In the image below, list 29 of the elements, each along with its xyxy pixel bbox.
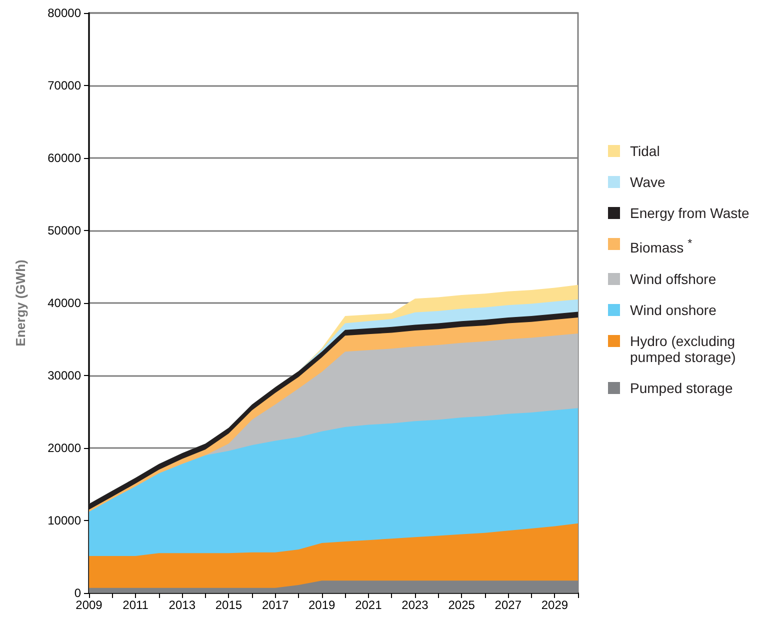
legend-label: Wave bbox=[630, 174, 666, 190]
legend-label: Tidal bbox=[630, 143, 660, 159]
x-tick-label: 2019 bbox=[308, 598, 336, 612]
x-tick-label: 2013 bbox=[168, 598, 196, 612]
x-tick-label: 2025 bbox=[448, 598, 476, 612]
legend-label: Wind offshore bbox=[630, 270, 716, 287]
y-tick-label: 40000 bbox=[48, 296, 82, 310]
y-tick-label: 50000 bbox=[48, 224, 82, 238]
y-tick-label: 10000 bbox=[48, 514, 82, 528]
y-axis-title: Energy (GWh) bbox=[13, 260, 28, 346]
legend-label: Wind onshore bbox=[630, 302, 716, 318]
x-tick-label: 2015 bbox=[215, 598, 242, 612]
y-tick-label: 30000 bbox=[48, 368, 82, 382]
x-tick-label: 2011 bbox=[122, 598, 149, 612]
legend-label: Biomass $^{*}$ bbox=[630, 236, 692, 256]
y-tick-label: 60000 bbox=[48, 151, 82, 165]
x-tick-label: 2027 bbox=[494, 598, 522, 612]
y-tick-label: 20000 bbox=[48, 441, 82, 455]
x-tick-label: 2023 bbox=[402, 598, 429, 612]
y-tick-label: 0 bbox=[74, 586, 82, 600]
y-tick-label: 70000 bbox=[48, 78, 82, 92]
y-tick-label: 80000 bbox=[48, 6, 82, 20]
legend-label: Energy from Waste bbox=[630, 205, 750, 221]
x-tick-label: 2009 bbox=[76, 598, 103, 612]
x-tick-label: 2021 bbox=[355, 598, 382, 612]
x-tick-label: 2029 bbox=[541, 598, 568, 612]
x-tick-label: 2017 bbox=[262, 598, 289, 612]
legend-label: Hydro (excluding pumped storage) bbox=[630, 332, 737, 365]
legend-label: Pumped storage bbox=[630, 380, 733, 396]
